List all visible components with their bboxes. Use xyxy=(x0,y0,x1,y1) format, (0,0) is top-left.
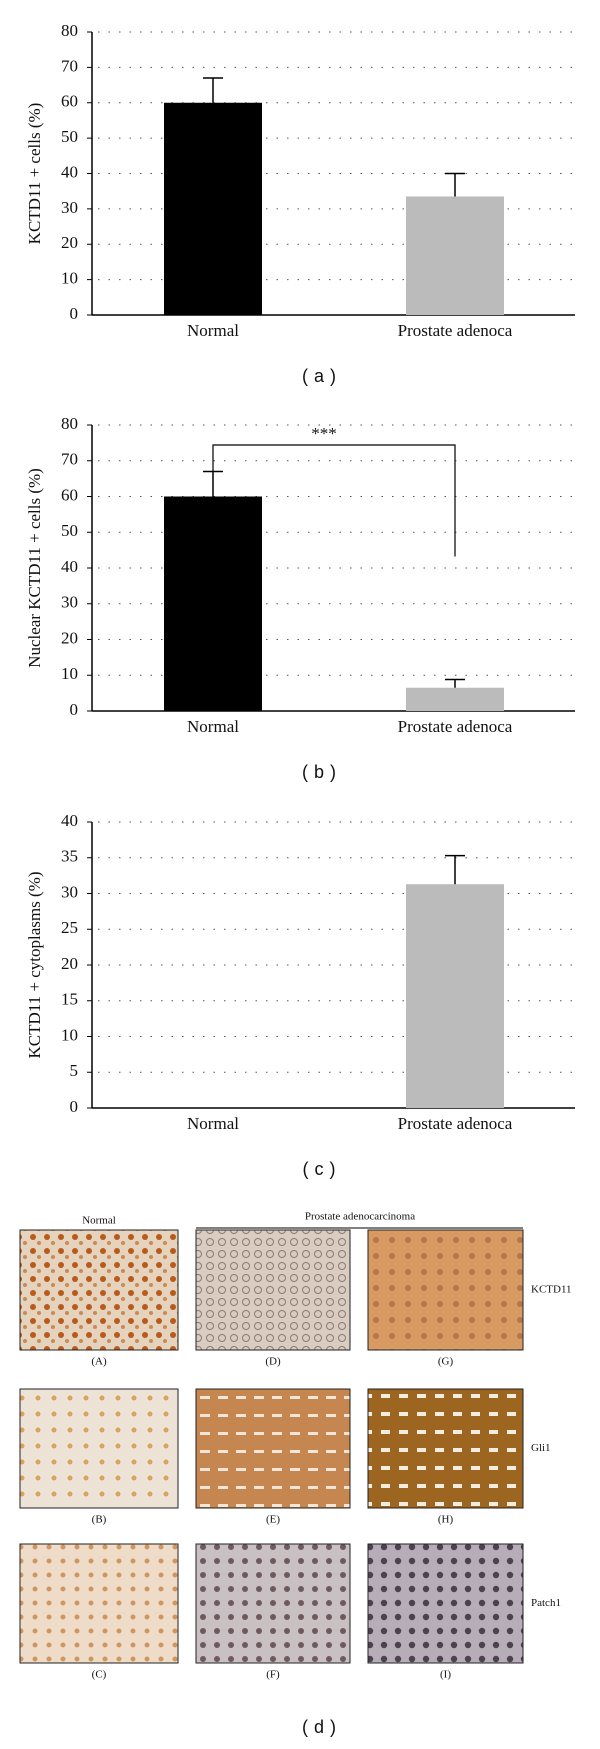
y-tick-label: 80 xyxy=(61,414,78,433)
column-header: Prostate adenocarcinoma xyxy=(305,1211,415,1223)
y-tick-label: 0 xyxy=(70,304,79,323)
image-label: (D) xyxy=(265,1356,281,1368)
x-tick-label: Normal xyxy=(187,717,239,736)
y-tick-label: 35 xyxy=(61,847,78,866)
caption: (c) xyxy=(303,1159,342,1179)
y-tick-label: 50 xyxy=(61,127,78,146)
y-tick-label: 10 xyxy=(61,664,78,683)
y-tick-label: 10 xyxy=(61,269,78,288)
caption: (a) xyxy=(302,366,342,386)
y-tick-label: 25 xyxy=(61,918,78,937)
y-tick-label: 30 xyxy=(61,198,78,217)
y-tick-label: 5 xyxy=(70,1061,79,1080)
y-tick-label: 70 xyxy=(61,56,78,75)
micrograph xyxy=(19,1229,179,1351)
y-tick-label: 60 xyxy=(61,92,78,111)
annotation: *** xyxy=(311,424,337,443)
row-label: KCTD11 xyxy=(531,1284,572,1296)
y-axis-label: KCTD11 + cytoplasms (%) xyxy=(25,872,44,1059)
y-tick-label: 40 xyxy=(61,557,78,576)
bar xyxy=(406,196,504,315)
y-tick-label: 10 xyxy=(61,1025,78,1044)
x-tick-label: Prostate adenoca xyxy=(398,321,513,340)
micrograph xyxy=(367,1543,524,1664)
y-tick-label: 30 xyxy=(61,882,78,901)
micrograph xyxy=(19,1543,179,1664)
significance-bracket xyxy=(212,444,456,557)
error-bar xyxy=(445,854,465,885)
x-tick-label: Normal xyxy=(187,321,239,340)
image-label: (E) xyxy=(266,1514,280,1526)
y-tick-label: 15 xyxy=(61,990,78,1009)
micrograph xyxy=(367,1229,524,1351)
y-tick-label: 0 xyxy=(70,700,79,719)
y-tick-label: 20 xyxy=(61,954,78,973)
error-bar xyxy=(203,77,223,103)
y-tick-label: 30 xyxy=(61,593,78,612)
row-label: Patch1 xyxy=(531,1597,561,1609)
x-tick-label: Normal xyxy=(187,1114,239,1133)
image-label: (A) xyxy=(91,1356,107,1368)
micrograph xyxy=(195,1229,351,1351)
micrograph-panel: Normal Prostate adenocarcinoma (A) (D) (G) KC… xyxy=(19,1211,572,1737)
y-tick-label: 0 xyxy=(70,1097,79,1116)
bar xyxy=(164,102,262,315)
y-axis-label: Nuclear KCTD11 + cells (%) xyxy=(25,468,44,668)
image-label: (H) xyxy=(438,1514,454,1526)
image-label: (G) xyxy=(438,1356,454,1368)
image-label: (B) xyxy=(92,1514,107,1526)
micrograph xyxy=(195,1388,351,1509)
y-tick-label: 40 xyxy=(61,162,78,181)
y-tick-label: 20 xyxy=(61,233,78,252)
micrograph xyxy=(367,1388,524,1509)
row-label: Gli1 xyxy=(531,1442,551,1454)
caption: (d) xyxy=(302,1717,342,1737)
y-tick-label: 60 xyxy=(61,485,78,504)
y-tick-label: 40 xyxy=(61,811,78,830)
image-label: (I) xyxy=(440,1669,451,1681)
image-label: (F) xyxy=(266,1669,280,1681)
bar xyxy=(406,884,504,1108)
y-tick-label: 70 xyxy=(61,450,78,469)
micrograph xyxy=(195,1543,351,1664)
y-tick-label: 80 xyxy=(61,21,78,40)
x-tick-label: Prostate adenoca xyxy=(398,1114,513,1133)
error-bar xyxy=(445,172,465,197)
x-tick-label: Prostate adenoca xyxy=(398,717,513,736)
y-tick-label: 50 xyxy=(61,521,78,540)
error-bar xyxy=(203,470,223,497)
image-label: (C) xyxy=(92,1669,107,1681)
y-axis-label: KCTD11 + cells (%) xyxy=(25,103,44,245)
micrograph xyxy=(19,1388,179,1509)
bar xyxy=(164,496,262,711)
bar xyxy=(406,687,504,711)
error-bar xyxy=(445,678,465,688)
caption: (b) xyxy=(302,762,342,782)
y-tick-label: 20 xyxy=(61,628,78,647)
column-header: Normal xyxy=(82,1215,116,1227)
